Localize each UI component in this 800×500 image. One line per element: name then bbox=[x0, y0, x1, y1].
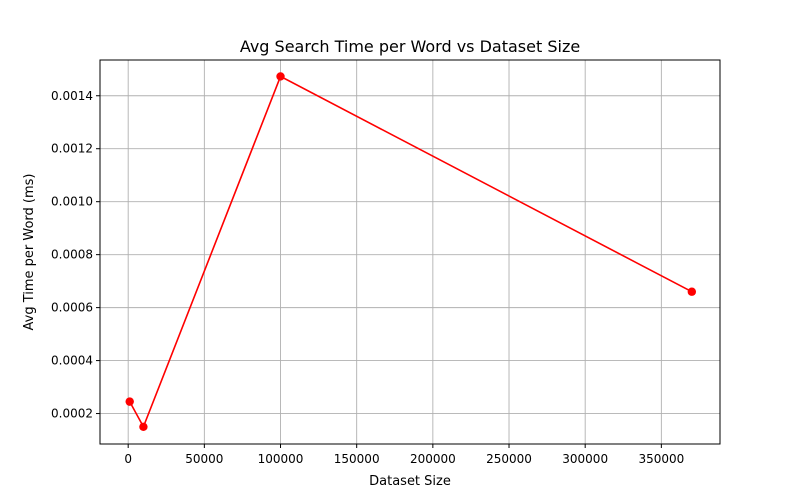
y-tick-label: 0.0002 bbox=[51, 407, 93, 421]
y-tick-label: 0.0004 bbox=[51, 354, 93, 368]
series-line bbox=[129, 75, 693, 429]
y-tick-label: 0.0006 bbox=[51, 301, 93, 315]
x-axis-label: Dataset Size bbox=[369, 474, 451, 489]
data-point bbox=[687, 287, 697, 296]
series-layer bbox=[125, 72, 697, 431]
y-axis-label: Avg Time per Word (ms) bbox=[22, 173, 37, 330]
data-point bbox=[276, 72, 285, 81]
x-tick-label: 250000 bbox=[486, 452, 532, 466]
y-tick-label: 0.0008 bbox=[51, 248, 93, 262]
x-tick-label: 300000 bbox=[562, 452, 608, 466]
y-axis: 0.0002 0.0004 0.0006 0.0008 0.0010 0.0012 0.00… bbox=[51, 89, 100, 421]
y-tick-label: 0.0010 bbox=[51, 195, 93, 209]
y-tick-label: 0.0014 bbox=[51, 89, 93, 103]
x-tick-label: 150000 bbox=[334, 452, 380, 466]
chart-title: Avg Search Time per Word vs Dataset Size bbox=[240, 37, 580, 56]
x-tick-label: 50000 bbox=[185, 452, 223, 466]
plot-frame bbox=[99, 59, 721, 445]
y-tick-label: 0.0012 bbox=[51, 142, 93, 156]
x-tick-label: 350000 bbox=[638, 452, 684, 466]
data-point bbox=[125, 397, 134, 406]
x-tick-label: 0 bbox=[124, 452, 132, 466]
x-tick-label: 200000 bbox=[410, 452, 456, 466]
x-tick-label: 100000 bbox=[258, 452, 304, 466]
x-axis: 0 50000 100000 150000 200000 250000 300000 3500… bbox=[124, 444, 684, 466]
data-point bbox=[139, 422, 148, 431]
grid bbox=[100, 60, 720, 444]
